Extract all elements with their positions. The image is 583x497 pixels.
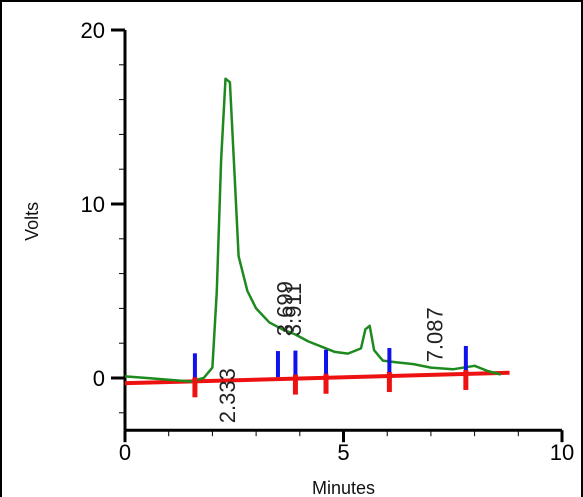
- peak-label: 3.699: [273, 281, 298, 336]
- x-ticks: 0 5 10: [119, 430, 574, 465]
- peak-label: 7.087: [423, 307, 448, 362]
- y-tick-label: 10: [81, 192, 105, 217]
- peak-label: 3.911: [281, 283, 306, 336]
- axes: 0 10 20 0 5 10: [81, 18, 575, 465]
- y-tick-label: 20: [81, 18, 105, 43]
- signal-line: [124, 77, 502, 383]
- peak-label: 2.333: [215, 368, 240, 423]
- y-axis-title: Volts: [22, 202, 42, 241]
- y-ticks: 0 10 20: [81, 18, 125, 414]
- x-tick-label: 0: [119, 440, 131, 465]
- x-axis-title: Minutes: [312, 478, 375, 497]
- peak-markers: [192, 345, 469, 398]
- signal-layer: [124, 77, 502, 383]
- x-tick-label: 10: [550, 440, 574, 465]
- y-tick-label: 0: [93, 366, 105, 391]
- x-tick-label: 5: [337, 440, 349, 465]
